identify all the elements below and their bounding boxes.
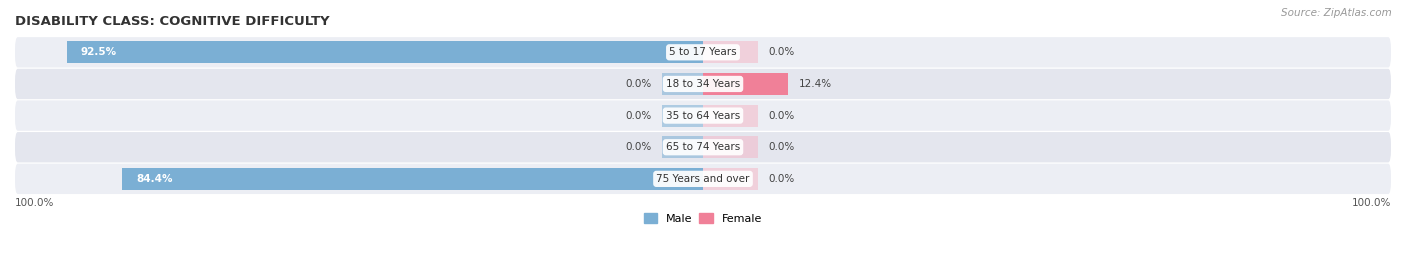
Bar	[662, 105, 703, 127]
Text: 0.0%: 0.0%	[626, 111, 651, 121]
Text: 18 to 34 Years: 18 to 34 Years	[666, 79, 740, 89]
FancyBboxPatch shape	[15, 37, 1391, 68]
Bar	[703, 136, 758, 158]
Text: 100.0%: 100.0%	[1351, 199, 1391, 208]
Bar	[662, 73, 703, 95]
Text: 12.4%: 12.4%	[799, 79, 832, 89]
FancyBboxPatch shape	[15, 132, 1391, 162]
Text: 0.0%: 0.0%	[768, 174, 794, 184]
Bar	[703, 168, 758, 190]
FancyBboxPatch shape	[15, 164, 1391, 194]
Text: DISABILITY CLASS: COGNITIVE DIFFICULTY: DISABILITY CLASS: COGNITIVE DIFFICULTY	[15, 15, 329, 28]
Text: 92.5%: 92.5%	[80, 47, 117, 57]
Bar	[703, 105, 758, 127]
Text: 0.0%: 0.0%	[768, 142, 794, 152]
FancyBboxPatch shape	[15, 100, 1391, 131]
Text: 100.0%: 100.0%	[15, 199, 55, 208]
Bar	[703, 41, 758, 63]
Text: 35 to 64 Years: 35 to 64 Years	[666, 111, 740, 121]
Bar	[662, 136, 703, 158]
Text: 84.4%: 84.4%	[136, 174, 173, 184]
Text: 75 Years and over: 75 Years and over	[657, 174, 749, 184]
Text: 65 to 74 Years: 65 to 74 Years	[666, 142, 740, 152]
FancyBboxPatch shape	[15, 69, 1391, 99]
Text: 0.0%: 0.0%	[768, 111, 794, 121]
Text: 0.0%: 0.0%	[768, 47, 794, 57]
Text: 0.0%: 0.0%	[626, 79, 651, 89]
Legend: Male, Female: Male, Female	[640, 209, 766, 228]
Bar	[703, 73, 789, 95]
Text: 5 to 17 Years: 5 to 17 Years	[669, 47, 737, 57]
Text: Source: ZipAtlas.com: Source: ZipAtlas.com	[1281, 8, 1392, 18]
Text: 0.0%: 0.0%	[626, 142, 651, 152]
Bar	[66, 41, 703, 63]
Bar	[122, 168, 703, 190]
